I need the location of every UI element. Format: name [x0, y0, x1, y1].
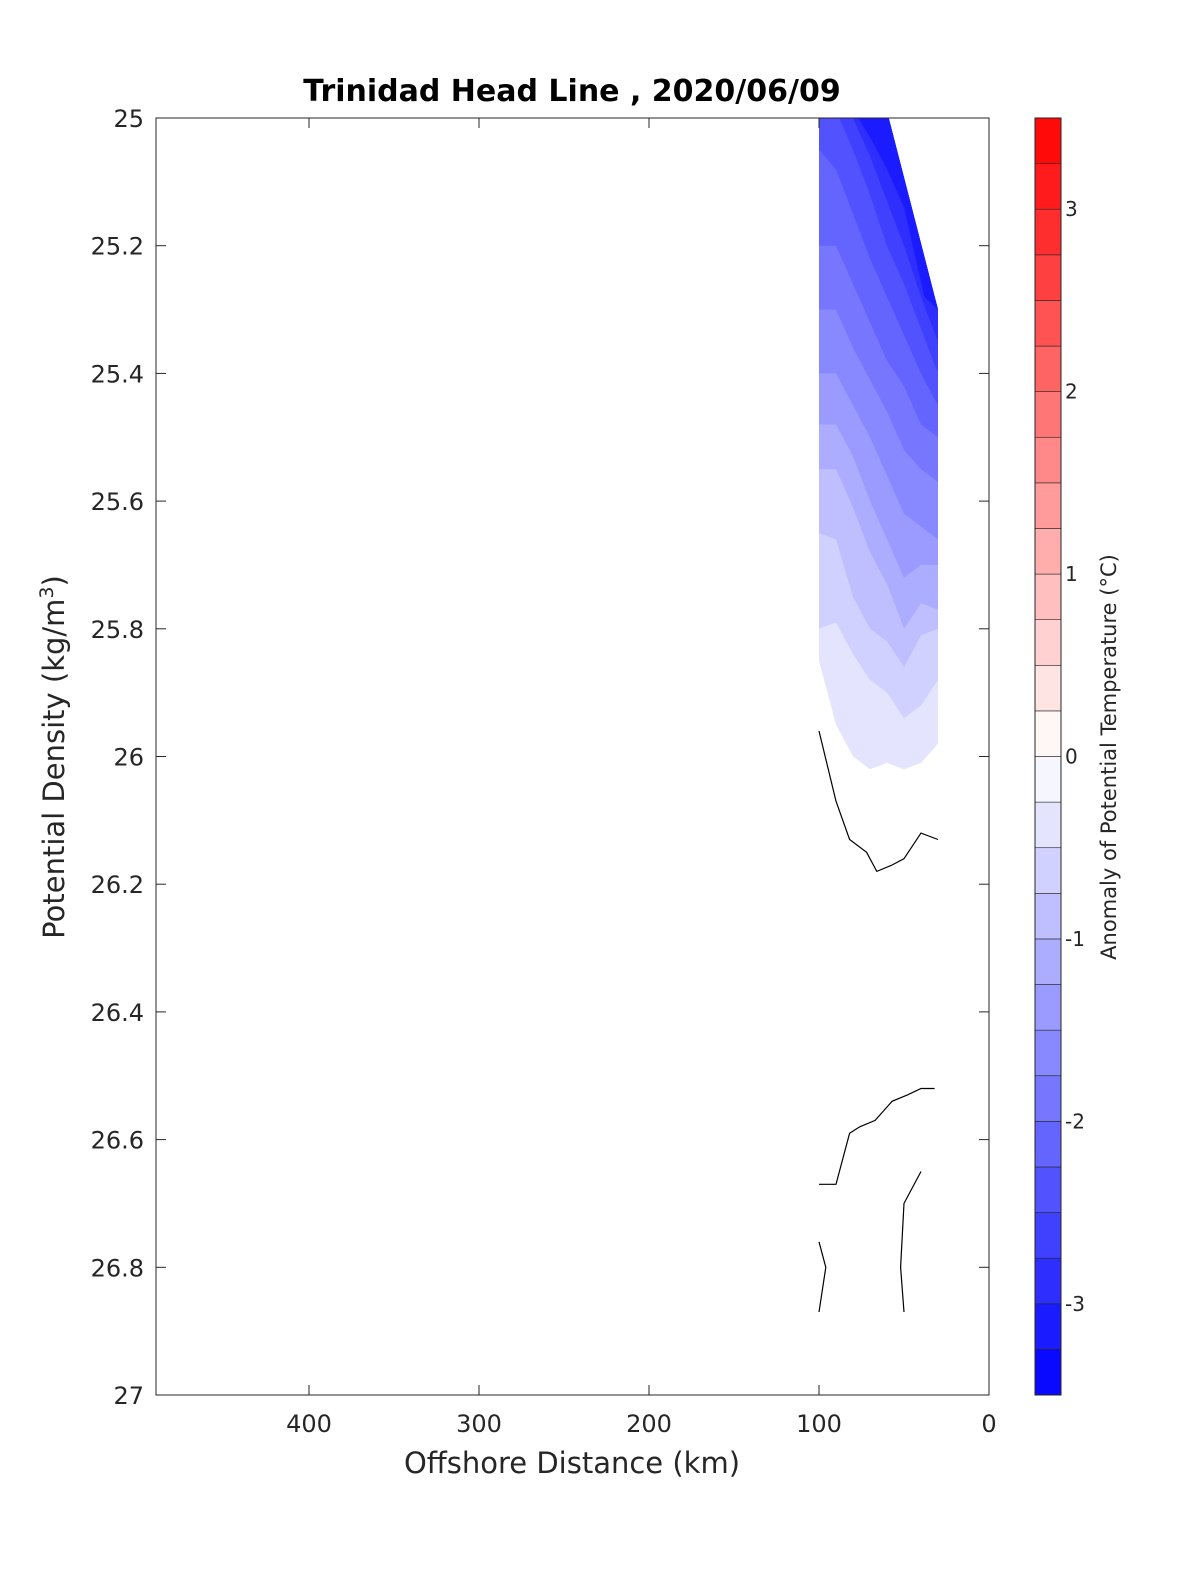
colorbar-segment-0	[1034, 1349, 1062, 1396]
x-axis-title: Offshore Distance (km)	[404, 1446, 740, 1480]
colorbar-tick-label-5: 2	[1065, 380, 1078, 404]
y-tick-label-9: 26.8	[91, 1254, 144, 1282]
colorbar-segment-3	[1034, 1212, 1062, 1259]
colorbar-tick-label-2: -1	[1065, 927, 1085, 951]
contour-line-3	[818, 1241, 827, 1313]
colorbar-segment-15	[1034, 664, 1062, 712]
contour-fill-11	[853, 118, 938, 310]
x-tick-label-1: 300	[456, 1410, 502, 1438]
chart-title: Trinidad Head Line , 2020/06/09	[303, 74, 840, 109]
colorbar: -3 -2 -1 0 1 2 3	[1034, 117, 1085, 1396]
plot-axes: 400 300 200 100 0 25 25.2 25.4 25.6 25.8 26 26.2 26.…	[91, 105, 997, 1438]
colorbar-segment-19	[1034, 482, 1062, 529]
contour-line-2	[899, 1171, 922, 1313]
colorbar-tick-label-1: -2	[1065, 1109, 1085, 1133]
colorbar-segment-18	[1034, 528, 1062, 575]
contour-fill-8	[819, 118, 938, 406]
colorbar-segment-24	[1034, 254, 1062, 301]
colorbar-segment-12	[1034, 801, 1062, 849]
colorbar-segment-13	[1034, 756, 1062, 803]
y-tick-label-10: 27	[113, 1382, 144, 1410]
colorbar-frame	[1034, 117, 1062, 1396]
y-tick-label-3: 25.6	[91, 488, 144, 516]
colorbar-segment-2	[1034, 1257, 1062, 1305]
colorbar-segment-27	[1034, 117, 1062, 164]
colorbar-segment-7	[1034, 1029, 1062, 1077]
colorbar-segment-20	[1034, 436, 1062, 484]
y-tick-label-0: 25	[113, 105, 144, 133]
y-axis-title: Potential Density (kg/m3)	[36, 575, 71, 939]
y-tick-label-1: 25.2	[91, 233, 144, 261]
colorbar-segment-8	[1034, 984, 1062, 1031]
colorbar-segment-4	[1034, 1166, 1062, 1213]
y-tick-label-7: 26.4	[91, 999, 144, 1027]
colorbar-segment-14	[1034, 710, 1062, 757]
colorbar-segment-1	[1034, 1303, 1062, 1350]
y-tick-label-2: 25.4	[91, 360, 144, 388]
colorbar-segment-5	[1034, 1121, 1062, 1168]
colorbar-segment-25	[1034, 208, 1062, 256]
y-tick-label-6: 26.2	[91, 871, 144, 899]
y-tick-label-5: 26	[113, 744, 144, 772]
colorbar-tick-label-6: 3	[1065, 197, 1078, 221]
colorbar-segment-6	[1034, 1075, 1062, 1122]
colorbar-tick-label-3: 0	[1065, 745, 1078, 769]
x-tick-label-3: 100	[796, 1410, 842, 1438]
contour-line-0	[818, 730, 939, 873]
filled-contours	[819, 118, 938, 770]
colorbar-segment-22	[1034, 345, 1062, 392]
colorbar-segment-23	[1034, 300, 1062, 347]
contour-line-1	[819, 1087, 935, 1185]
x-tick-label-4: 0	[981, 1410, 996, 1438]
colorbar-segment-26	[1034, 163, 1062, 210]
colorbar-segment-10	[1034, 893, 1062, 940]
colorbar-tick-label-4: 1	[1065, 562, 1078, 586]
colorbar-segment-16	[1034, 619, 1062, 666]
y-tick-label-4: 25.8	[91, 616, 144, 644]
colorbar-segment-17	[1034, 573, 1062, 620]
colorbar-segment-9	[1034, 938, 1062, 985]
x-tick-label-0: 400	[286, 1410, 332, 1438]
y-tick-label-8: 26.6	[91, 1127, 144, 1155]
x-tick-label-2: 200	[626, 1410, 672, 1438]
colorbar-segment-21	[1034, 391, 1062, 438]
colorbar-title: Anomaly of Potential Temperature (°C)	[1097, 554, 1121, 960]
colorbar-segment-11	[1034, 847, 1062, 894]
colorbar-tick-label-0: -3	[1065, 1292, 1085, 1316]
contour-lines	[818, 730, 939, 1313]
